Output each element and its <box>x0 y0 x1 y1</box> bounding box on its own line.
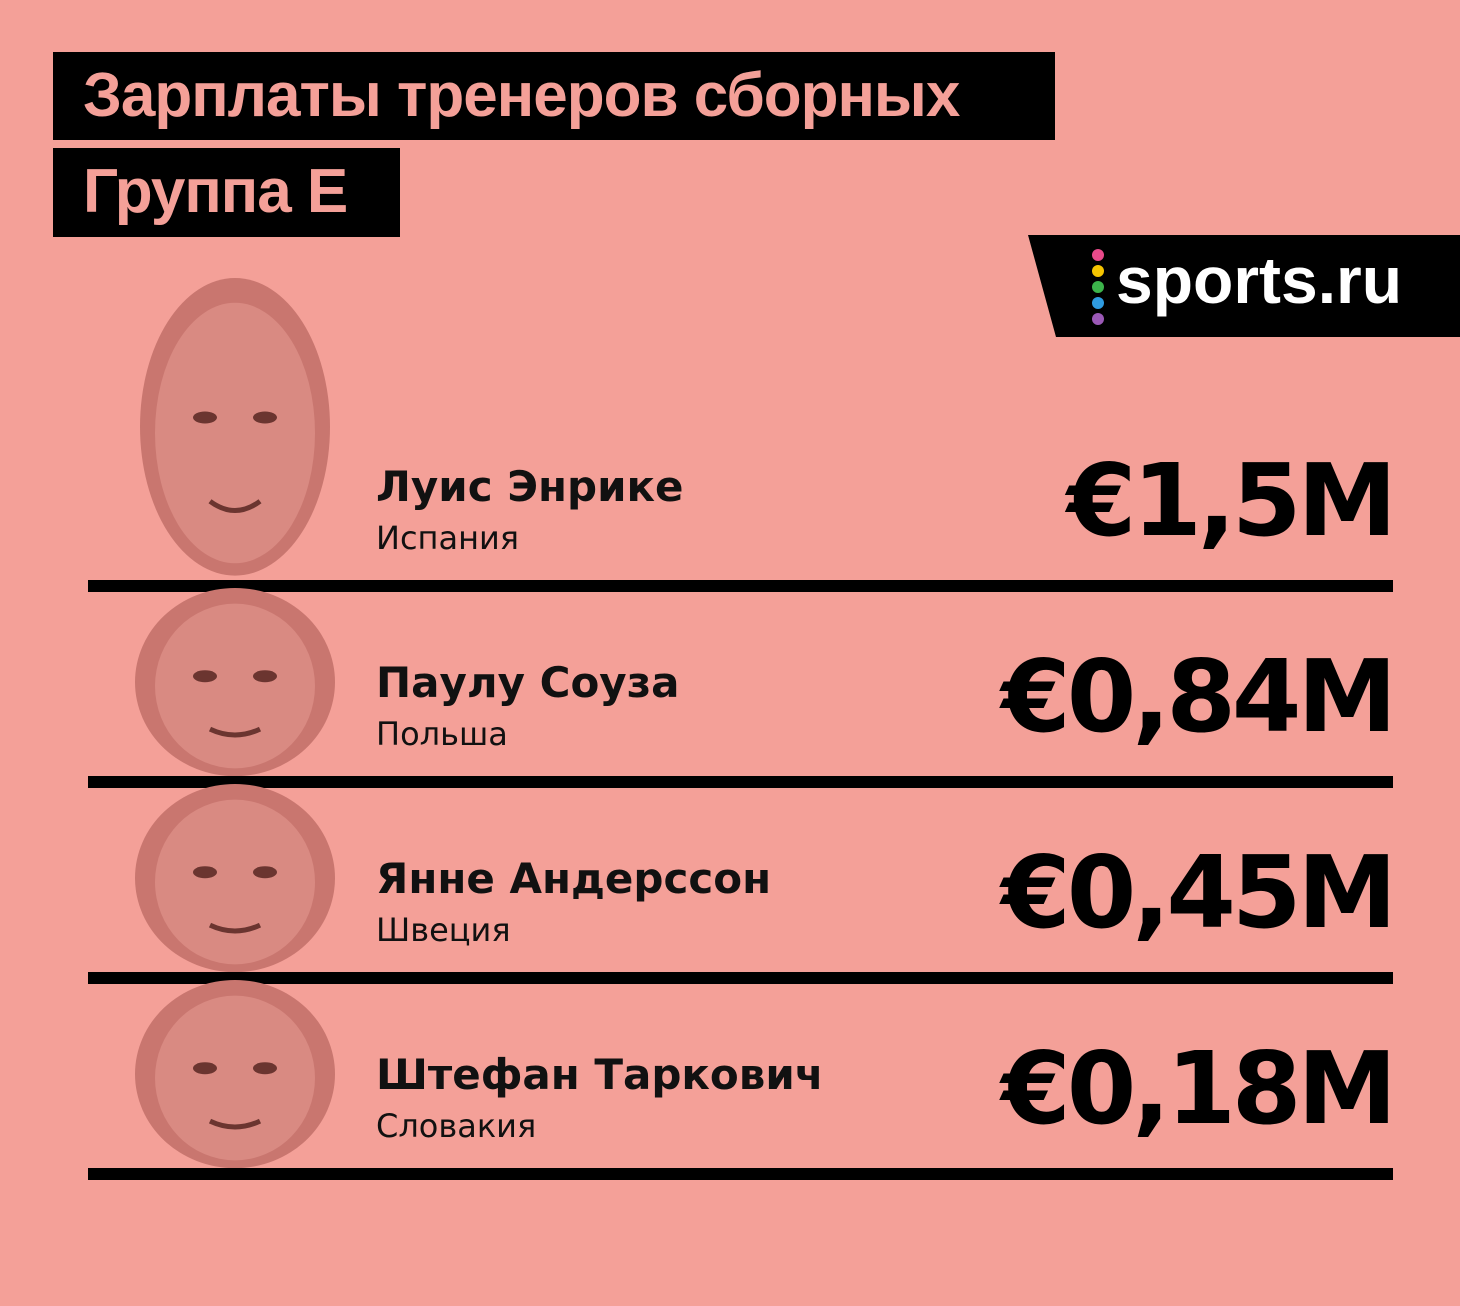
coach-name: Паулу Соуза <box>376 658 680 707</box>
row: Паулу Соуза Польша €0,84M <box>0 588 1460 788</box>
photo <box>140 278 330 576</box>
subtitle: Группа Е <box>53 148 400 237</box>
divider <box>88 972 1393 984</box>
row: Луис Энрике Испания €1,5M <box>0 278 1460 592</box>
coach-name: Янне Андерссон <box>376 854 772 903</box>
salary: €0,18M <box>1001 1030 1397 1147</box>
logo: sports.ru <box>1028 235 1460 337</box>
divider <box>88 580 1393 592</box>
country: Швеция <box>376 911 511 949</box>
row: Штефан Таркович Словакия €0,18M <box>0 980 1460 1180</box>
logo-text: sports.ru <box>1116 243 1402 317</box>
photo <box>135 980 335 1169</box>
country: Испания <box>376 519 520 557</box>
divider <box>88 1168 1393 1180</box>
coach-name: Луис Энрике <box>376 462 684 511</box>
salary: €1,5M <box>1066 442 1397 559</box>
divider <box>88 776 1393 788</box>
row: Янне Андерссон Швеция €0,45M <box>0 784 1460 984</box>
country: Словакия <box>376 1107 537 1145</box>
salary: €0,45M <box>1001 834 1397 951</box>
country: Польша <box>376 715 508 753</box>
coach-name: Штефан Таркович <box>376 1050 824 1099</box>
photo <box>135 588 335 777</box>
photo <box>135 784 335 973</box>
salary: €0,84M <box>1001 638 1397 755</box>
title: Зарплаты тренеров сборных <box>53 52 1055 140</box>
